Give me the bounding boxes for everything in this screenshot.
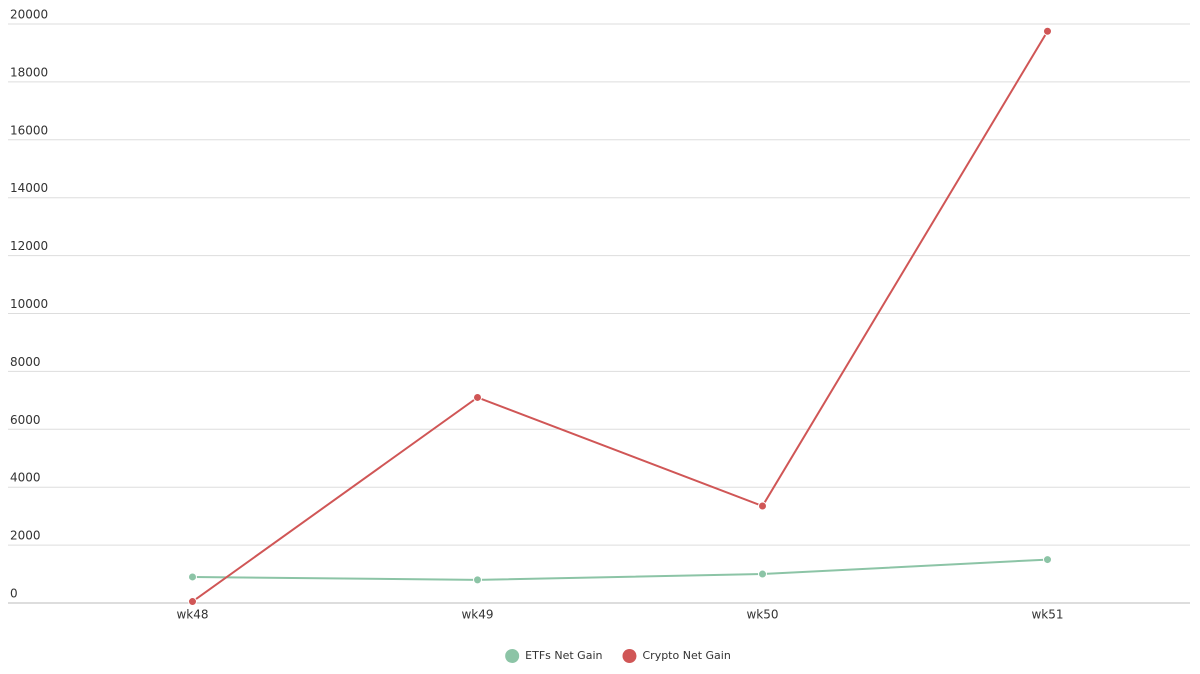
- y-tick-label: 10000: [10, 297, 48, 311]
- y-tick-label: 4000: [10, 471, 41, 485]
- legend-marker: [505, 649, 520, 663]
- y-tick-label: 20000: [10, 8, 48, 22]
- data-point: [473, 392, 482, 402]
- x-tick-label: wk51: [1031, 608, 1063, 622]
- legend-label: Crypto Net Gain: [642, 649, 730, 662]
- x-tick-label: wk49: [461, 608, 493, 622]
- y-tick-label: 14000: [10, 181, 48, 195]
- data-point: [188, 572, 197, 582]
- series-line: [192, 558, 1048, 581]
- y-tick-label: 8000: [10, 355, 41, 369]
- data-point: [1043, 26, 1052, 36]
- series-line: [191, 30, 1049, 603]
- data-point: [758, 501, 767, 511]
- x-tick-label: wk50: [746, 608, 778, 622]
- legend-label: ETFs Net Gain: [525, 649, 602, 662]
- y-tick-label: 6000: [10, 413, 41, 427]
- y-tick-label: 2000: [10, 529, 41, 543]
- legend: ETFs Net Gain Crypto Net Gain: [505, 649, 731, 663]
- x-tick-label: wk48: [176, 608, 208, 622]
- y-tick-label: 0: [10, 587, 18, 601]
- data-point: [473, 575, 482, 585]
- y-tick-label: 12000: [10, 239, 48, 253]
- y-tick-label: 18000: [10, 65, 48, 79]
- data-point: [188, 597, 197, 607]
- data-point: [758, 569, 767, 579]
- legend-marker: [622, 649, 637, 663]
- data-point: [1043, 555, 1052, 565]
- y-tick-label: 16000: [10, 123, 48, 137]
